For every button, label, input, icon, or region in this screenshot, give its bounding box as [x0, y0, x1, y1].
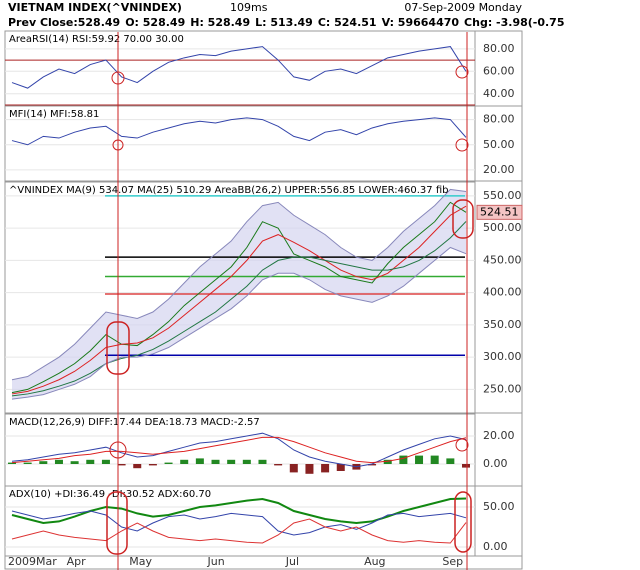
- histogram-bar: [368, 464, 377, 466]
- y-tick-label: 80.00: [483, 113, 515, 126]
- series-line: [11, 201, 467, 394]
- y-tick-label: 20.00: [483, 429, 515, 442]
- annotation-oval: [106, 491, 128, 555]
- series-line: [11, 510, 467, 536]
- date: 07-Sep-2009 Monday: [404, 1, 522, 14]
- annotation-circle: [111, 71, 125, 85]
- quote-item: V: 59664470: [382, 16, 460, 29]
- panel-legend: ^VNINDEX MA(9) 534.07 MA(25) 510.29 Area…: [9, 185, 448, 196]
- histogram-bar: [336, 464, 345, 471]
- y-tick-label: 250.00: [483, 382, 522, 395]
- histogram-bar: [305, 464, 314, 474]
- histogram-bar: [86, 459, 95, 464]
- series-line: [11, 46, 467, 89]
- histogram-bar: [164, 462, 173, 464]
- histogram-bar: [39, 461, 48, 464]
- series-line: [11, 117, 467, 146]
- y-tick-label: 400.00: [483, 286, 522, 299]
- quote-item: L: 513.49: [255, 16, 313, 29]
- histogram-bar: [321, 464, 330, 473]
- series-line: [11, 497, 467, 525]
- panel-legend: AreaRSI(14) RSI:59.92 70.00 30.00: [9, 34, 184, 45]
- annotation-oval: [106, 321, 130, 375]
- last-price-box: [476, 204, 523, 220]
- annotation-circle: [109, 441, 127, 459]
- histogram-bar: [462, 464, 470, 468]
- y-tick-label: 40.00: [483, 87, 515, 100]
- histogram-bar: [430, 455, 439, 464]
- histogram-bar: [133, 464, 142, 469]
- y-tick-label: 50.00: [483, 138, 515, 151]
- panel-legend: MACD(12,26,9) DIFF:17.44 DEA:18.73 MACD:…: [9, 417, 260, 428]
- x-tick-label: Apr: [67, 555, 87, 568]
- series-line: [11, 205, 467, 395]
- y-tick-label: 80.00: [483, 42, 515, 55]
- y-tick-label: 60.00: [483, 64, 515, 77]
- series-line: [11, 188, 467, 381]
- x-tick-label: 2009Mar: [8, 555, 57, 568]
- histogram-bar: [383, 459, 392, 464]
- annotation-circle: [455, 138, 469, 152]
- y-tick-label: 500.00: [483, 221, 522, 234]
- quote-item: Prev Close:528.49: [8, 16, 120, 29]
- histogram-bar: [289, 464, 298, 473]
- y-tick-label: 550.00: [483, 189, 522, 202]
- annotation-oval: [454, 491, 472, 553]
- annotation-circle: [455, 65, 469, 79]
- last-price: 524.51: [480, 205, 519, 218]
- series-line: [11, 432, 467, 468]
- histogram-bar: [415, 455, 424, 464]
- series-line: [11, 518, 467, 544]
- histogram-bar: [54, 459, 63, 464]
- quote-item: Chg: -3.98(-0.75: [464, 16, 564, 29]
- title: VIETNAM INDEX(^VNINDEX): [8, 1, 182, 14]
- histogram-bar: [117, 464, 126, 466]
- histogram-bar: [101, 459, 110, 464]
- x-tick-label: Aug: [364, 555, 385, 568]
- histogram-bar: [211, 459, 220, 464]
- y-tick-label: 450.00: [483, 253, 522, 266]
- histogram-bar: [227, 459, 236, 464]
- histogram-bar: [195, 458, 204, 464]
- y-tick-label: 0.00: [483, 540, 508, 553]
- y-tick-label: 0.00: [483, 457, 508, 470]
- series-line: [11, 436, 467, 464]
- quote-item: H: 528.49: [190, 16, 250, 29]
- timing: 109ms: [230, 1, 268, 14]
- y-tick-label: 350.00: [483, 318, 522, 331]
- annotation-circle: [112, 139, 124, 151]
- annotation-circle: [455, 438, 469, 452]
- quote-item: O: 528.49: [125, 16, 185, 29]
- quote: Prev Close:528.49 O: 528.49 H: 528.49 L: 51…: [8, 16, 565, 29]
- quote-item: C: 524.51: [318, 16, 377, 29]
- histogram-bar: [446, 458, 455, 464]
- series-line: [11, 246, 467, 400]
- y-tick-label: 50.00: [483, 500, 515, 513]
- histogram-bar: [399, 455, 408, 464]
- annotation-oval: [452, 199, 474, 239]
- series-line: [11, 221, 467, 397]
- histogram-bar: [70, 461, 79, 464]
- histogram-bar: [258, 459, 267, 464]
- histogram-bar: [180, 459, 189, 464]
- histogram-bar: [148, 464, 157, 466]
- histogram-bar: [242, 459, 251, 464]
- x-tick-label: Sep: [442, 555, 463, 568]
- y-tick-label: 300.00: [483, 350, 522, 363]
- x-tick-label: May: [129, 555, 152, 568]
- panel-legend: MFI(14) MFI:58.81: [9, 109, 99, 120]
- histogram-bar: [8, 462, 16, 464]
- histogram-bar: [23, 462, 32, 464]
- y-tick-label: 20.00: [483, 163, 515, 176]
- x-tick-label: Jun: [207, 555, 225, 568]
- histogram-bar: [274, 464, 283, 466]
- x-tick-label: Jul: [285, 555, 299, 568]
